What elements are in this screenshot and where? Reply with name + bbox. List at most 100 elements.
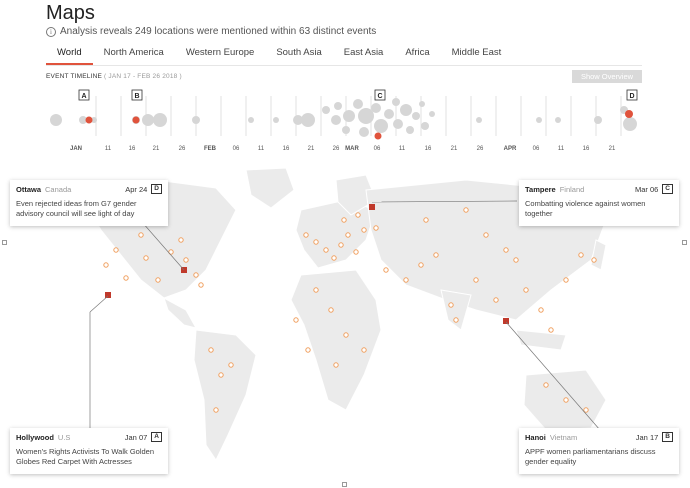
map-landmass — [163, 296, 197, 329]
event-card-ottawa[interactable]: Ottawa Canada Apr 24 D Even rejected ide… — [10, 180, 168, 226]
map-location-dot — [218, 372, 224, 378]
timeline-event-bubble — [393, 119, 403, 129]
timeline-event-bubble — [419, 101, 425, 107]
timeline-event-bubble — [594, 116, 602, 124]
subtitle-text: Analysis reveals 249 locations were ment… — [60, 26, 377, 37]
timeline-event-bubble — [429, 111, 435, 117]
map-location-dot — [591, 257, 597, 263]
timeline-event-highlight — [85, 116, 93, 124]
resize-handle[interactable] — [2, 240, 7, 245]
show-overview-button[interactable]: Show Overview — [572, 70, 642, 83]
timeline-marker-label: B — [134, 93, 139, 100]
tab-east-asia[interactable]: East Asia — [343, 47, 384, 58]
map-location-dot — [323, 247, 329, 253]
timeline-tick-label: 11 — [105, 146, 112, 152]
event-timeline[interactable]: JAN 11 16 21 26 FEB 06 11 16 21 26 MAR 06 11 16 21 26 APR… — [46, 86, 642, 154]
map-location-dot — [361, 347, 367, 353]
timeline-marker-label: C — [377, 93, 382, 100]
map-location-dot — [453, 317, 459, 323]
timeline-tick-label: JAN — [70, 146, 82, 152]
map-location-dot — [473, 277, 479, 283]
map-location-dot — [138, 232, 144, 238]
tab-western-europe[interactable]: Western Europe — [185, 47, 255, 58]
map-landmass — [515, 329, 567, 351]
map-location-dot — [563, 277, 569, 283]
timeline-tick-label: 06 — [374, 146, 381, 152]
map-location-dot — [353, 249, 359, 255]
card-tag: B — [662, 432, 673, 442]
timeline-event-bubble — [293, 115, 303, 125]
timeline-event-bubble — [412, 112, 420, 120]
timeline-event-bubble — [536, 117, 542, 123]
card-text: Combatting violence against women togeth… — [525, 199, 646, 218]
tab-south-asia[interactable]: South Asia — [276, 47, 322, 58]
timeline-tick-label: 16 — [583, 146, 590, 152]
timeline-tick-label: 16 — [425, 146, 432, 152]
timeline-event-bubble — [153, 113, 167, 127]
map-location-dot — [305, 347, 311, 353]
event-card-hollywood[interactable]: Hollywood U.S Jan 07 A Women's Rights Ac… — [10, 428, 168, 474]
region-tabs: World North America Western Europe South… — [46, 44, 642, 66]
card-country: Canada — [45, 184, 72, 194]
timeline-tick-label: 26 — [333, 146, 340, 152]
card-city: Hanoi — [525, 432, 546, 442]
map-location-dot — [293, 317, 299, 323]
tab-north-america[interactable]: North America — [103, 47, 164, 58]
map-location-dot — [403, 277, 409, 283]
info-icon[interactable]: i — [46, 26, 56, 37]
card-date: Mar 06 — [634, 184, 659, 194]
resize-handle[interactable] — [342, 482, 347, 487]
subtitle: i Analysis reveals 249 locations were me… — [46, 26, 376, 37]
timeline-event-bubble — [392, 98, 400, 106]
card-country: U.S — [57, 432, 71, 442]
timeline-event-bubble — [192, 116, 200, 124]
tab-world[interactable]: World — [46, 44, 93, 65]
timeline-tick-label: 26 — [179, 146, 186, 152]
card-date: Apr 24 — [125, 184, 148, 194]
timeline-marker — [131, 89, 143, 101]
map-event-marker — [503, 318, 509, 324]
map-location-dot — [503, 247, 509, 253]
timeline-event-highlight — [132, 116, 140, 124]
map-landmass — [335, 174, 377, 216]
map-location-dot — [383, 267, 389, 273]
tab-africa[interactable]: Africa — [405, 47, 430, 58]
map-location-dot — [103, 262, 109, 268]
timeline-tick-label: 16 — [283, 146, 290, 152]
map-landmass — [440, 289, 472, 331]
event-card-hanoi[interactable]: Hanoi Vietnam Jan 17 B APPF women parlia… — [519, 428, 679, 474]
event-card-tampere[interactable]: Tampere Finland Mar 06 C Combatting viol… — [519, 180, 679, 226]
timeline-tick-label: 21 — [308, 146, 315, 152]
timeline-event-bubble — [142, 114, 154, 126]
map-location-dot — [448, 302, 454, 308]
timeline-event-bubble — [400, 104, 412, 116]
resize-handle[interactable] — [682, 240, 687, 245]
map-location-dot — [463, 207, 469, 213]
timeline-tick-label: APR — [504, 146, 517, 152]
timeline-tick-label: FEB — [204, 146, 217, 152]
map-landmass — [245, 167, 295, 209]
map-location-dot — [543, 382, 549, 388]
map-location-dot — [213, 407, 219, 413]
map-event-marker — [181, 267, 187, 273]
timeline-event-bubble — [334, 102, 342, 110]
timeline-event-bubble — [50, 114, 62, 126]
card-tag: D — [151, 184, 162, 194]
timeline-event-bubble — [623, 117, 637, 131]
timeline-tick-label: 06 — [533, 146, 540, 152]
map-event-marker — [105, 292, 111, 298]
map-location-dot — [193, 272, 199, 278]
timeline-tick-label: 06 — [233, 146, 240, 152]
timeline-event-bubble — [342, 126, 350, 134]
timeline-event-bubble — [421, 122, 429, 130]
map-landmass — [290, 269, 382, 411]
tab-middle-east[interactable]: Middle East — [451, 47, 502, 58]
map-location-dot — [208, 347, 214, 353]
map-location-dot — [198, 282, 204, 288]
map-location-dot — [313, 239, 319, 245]
timeline-event-bubble — [358, 108, 374, 124]
map-location-dot — [345, 232, 351, 238]
map-location-dot — [361, 227, 367, 233]
map-location-dot — [328, 307, 334, 313]
map-location-dot — [331, 255, 337, 261]
